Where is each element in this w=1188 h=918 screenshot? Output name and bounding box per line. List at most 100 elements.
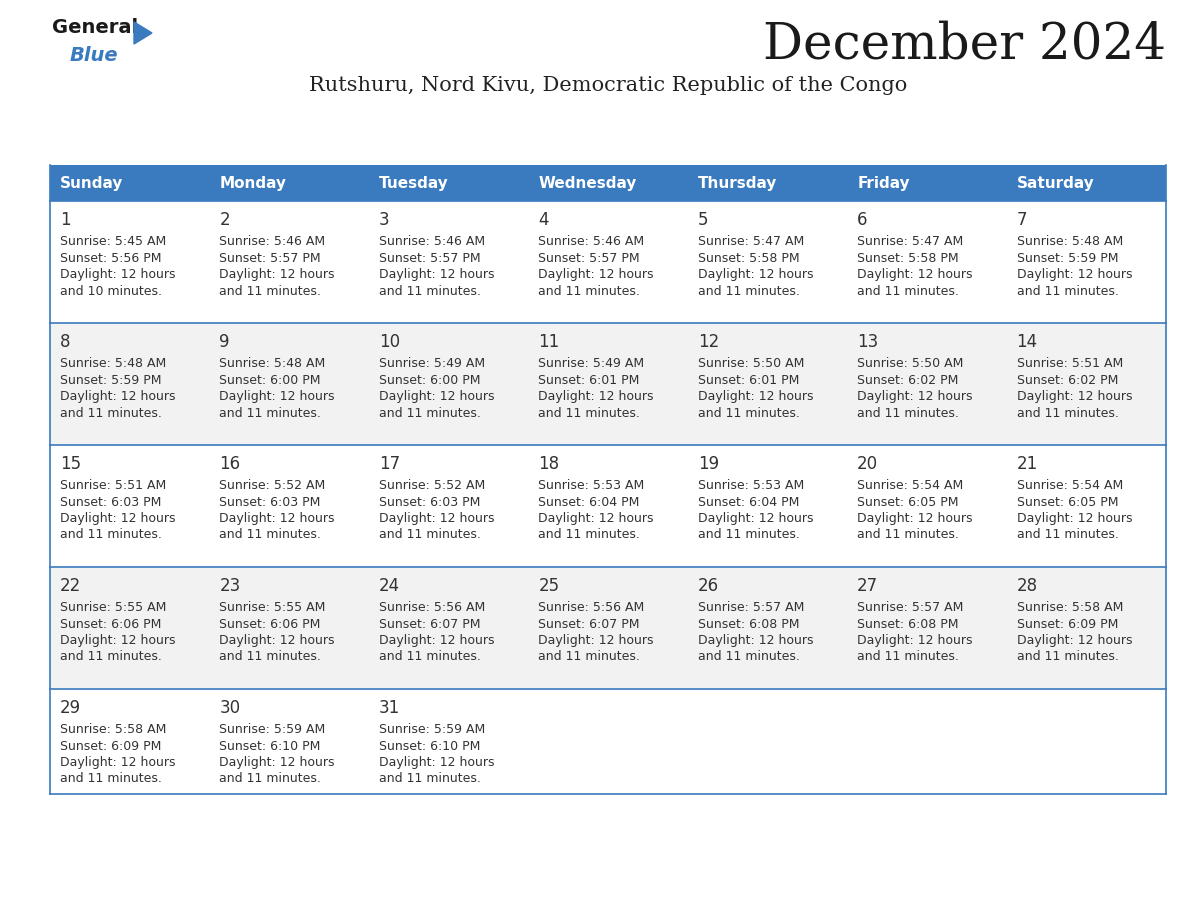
Text: Daylight: 12 hours: Daylight: 12 hours xyxy=(220,268,335,281)
Text: Sunrise: 5:57 AM: Sunrise: 5:57 AM xyxy=(697,601,804,614)
Text: Sunrise: 5:53 AM: Sunrise: 5:53 AM xyxy=(538,479,645,492)
Text: Sunrise: 5:46 AM: Sunrise: 5:46 AM xyxy=(379,235,485,248)
Bar xyxy=(50,165,209,201)
Bar xyxy=(529,165,688,201)
Text: Sunrise: 5:54 AM: Sunrise: 5:54 AM xyxy=(1017,479,1123,492)
Text: and 11 minutes.: and 11 minutes. xyxy=(220,285,321,297)
Bar xyxy=(209,689,368,794)
Text: and 11 minutes.: and 11 minutes. xyxy=(697,407,800,420)
Text: 15: 15 xyxy=(61,455,81,473)
Text: Sunset: 6:06 PM: Sunset: 6:06 PM xyxy=(61,618,162,631)
Text: Sunrise: 5:56 AM: Sunrise: 5:56 AM xyxy=(379,601,485,614)
Text: 28: 28 xyxy=(1017,577,1037,595)
Text: Sunrise: 5:57 AM: Sunrise: 5:57 AM xyxy=(858,601,963,614)
Text: and 11 minutes.: and 11 minutes. xyxy=(858,285,959,297)
Text: 23: 23 xyxy=(220,577,241,595)
Text: Sunset: 6:02 PM: Sunset: 6:02 PM xyxy=(1017,374,1118,386)
Bar xyxy=(209,567,368,689)
Bar xyxy=(1006,689,1165,794)
Text: Daylight: 12 hours: Daylight: 12 hours xyxy=(858,512,973,525)
Text: Sunset: 6:07 PM: Sunset: 6:07 PM xyxy=(538,618,640,631)
Text: Daylight: 12 hours: Daylight: 12 hours xyxy=(61,390,176,403)
Text: 9: 9 xyxy=(220,333,230,351)
Text: and 11 minutes.: and 11 minutes. xyxy=(1017,285,1118,297)
Text: Daylight: 12 hours: Daylight: 12 hours xyxy=(220,390,335,403)
Text: and 11 minutes.: and 11 minutes. xyxy=(697,529,800,542)
Bar xyxy=(529,689,688,794)
Text: Sunset: 5:59 PM: Sunset: 5:59 PM xyxy=(1017,252,1118,264)
Text: 21: 21 xyxy=(1017,455,1038,473)
Bar xyxy=(688,567,847,689)
Text: Sunrise: 5:55 AM: Sunrise: 5:55 AM xyxy=(61,601,166,614)
Text: Daylight: 12 hours: Daylight: 12 hours xyxy=(697,634,814,647)
Text: and 11 minutes.: and 11 minutes. xyxy=(379,651,481,664)
Text: Sunrise: 5:58 AM: Sunrise: 5:58 AM xyxy=(61,723,166,736)
Text: and 11 minutes.: and 11 minutes. xyxy=(858,529,959,542)
Text: Daylight: 12 hours: Daylight: 12 hours xyxy=(858,268,973,281)
Bar xyxy=(529,567,688,689)
Text: Sunrise: 5:51 AM: Sunrise: 5:51 AM xyxy=(1017,357,1123,370)
Text: 22: 22 xyxy=(61,577,81,595)
Text: 12: 12 xyxy=(697,333,719,351)
Bar xyxy=(209,201,368,323)
Bar xyxy=(847,323,1006,445)
Text: Sunset: 6:02 PM: Sunset: 6:02 PM xyxy=(858,374,959,386)
Text: 30: 30 xyxy=(220,699,240,717)
Text: Sunset: 6:04 PM: Sunset: 6:04 PM xyxy=(697,496,800,509)
Text: 1: 1 xyxy=(61,211,70,229)
Text: Daylight: 12 hours: Daylight: 12 hours xyxy=(61,634,176,647)
Text: Blue: Blue xyxy=(70,46,119,65)
Text: and 11 minutes.: and 11 minutes. xyxy=(220,407,321,420)
Text: Monday: Monday xyxy=(220,175,286,191)
Bar xyxy=(1006,567,1165,689)
Text: Daylight: 12 hours: Daylight: 12 hours xyxy=(538,634,653,647)
Text: Sunrise: 5:50 AM: Sunrise: 5:50 AM xyxy=(858,357,963,370)
Text: and 11 minutes.: and 11 minutes. xyxy=(538,529,640,542)
Text: Sunset: 5:57 PM: Sunset: 5:57 PM xyxy=(538,252,640,264)
Text: Sunset: 6:01 PM: Sunset: 6:01 PM xyxy=(697,374,800,386)
Bar xyxy=(50,201,209,323)
Text: Thursday: Thursday xyxy=(697,175,777,191)
Text: Sunset: 5:58 PM: Sunset: 5:58 PM xyxy=(697,252,800,264)
Text: Daylight: 12 hours: Daylight: 12 hours xyxy=(379,512,494,525)
Text: Daylight: 12 hours: Daylight: 12 hours xyxy=(1017,390,1132,403)
Bar xyxy=(368,567,529,689)
Text: 2: 2 xyxy=(220,211,230,229)
Text: Sunrise: 5:46 AM: Sunrise: 5:46 AM xyxy=(220,235,326,248)
Text: and 11 minutes.: and 11 minutes. xyxy=(697,651,800,664)
Text: 19: 19 xyxy=(697,455,719,473)
Bar xyxy=(688,445,847,567)
Text: and 11 minutes.: and 11 minutes. xyxy=(697,285,800,297)
Text: and 11 minutes.: and 11 minutes. xyxy=(1017,529,1118,542)
Text: Sunset: 5:58 PM: Sunset: 5:58 PM xyxy=(858,252,959,264)
Text: 11: 11 xyxy=(538,333,560,351)
Text: Sunrise: 5:59 AM: Sunrise: 5:59 AM xyxy=(379,723,485,736)
Text: Sunrise: 5:46 AM: Sunrise: 5:46 AM xyxy=(538,235,644,248)
Text: and 11 minutes.: and 11 minutes. xyxy=(220,773,321,786)
Text: Sunset: 6:10 PM: Sunset: 6:10 PM xyxy=(379,740,480,753)
Text: Sunrise: 5:58 AM: Sunrise: 5:58 AM xyxy=(1017,601,1123,614)
Text: 27: 27 xyxy=(858,577,878,595)
Bar xyxy=(529,323,688,445)
Text: Sunset: 6:01 PM: Sunset: 6:01 PM xyxy=(538,374,639,386)
Text: and 11 minutes.: and 11 minutes. xyxy=(858,651,959,664)
Text: 20: 20 xyxy=(858,455,878,473)
Text: 17: 17 xyxy=(379,455,400,473)
Text: Daylight: 12 hours: Daylight: 12 hours xyxy=(220,634,335,647)
Text: and 11 minutes.: and 11 minutes. xyxy=(61,529,162,542)
Text: and 11 minutes.: and 11 minutes. xyxy=(61,651,162,664)
Text: and 11 minutes.: and 11 minutes. xyxy=(220,529,321,542)
Text: Daylight: 12 hours: Daylight: 12 hours xyxy=(379,390,494,403)
Text: Sunset: 6:03 PM: Sunset: 6:03 PM xyxy=(220,496,321,509)
Bar xyxy=(688,323,847,445)
Text: Sunrise: 5:48 AM: Sunrise: 5:48 AM xyxy=(61,357,166,370)
Text: 13: 13 xyxy=(858,333,878,351)
Text: Sunday: Sunday xyxy=(61,175,124,191)
Bar xyxy=(209,165,368,201)
Text: 10: 10 xyxy=(379,333,400,351)
Text: Daylight: 12 hours: Daylight: 12 hours xyxy=(379,268,494,281)
Bar xyxy=(847,445,1006,567)
Text: Sunset: 5:57 PM: Sunset: 5:57 PM xyxy=(220,252,321,264)
Text: Sunrise: 5:49 AM: Sunrise: 5:49 AM xyxy=(379,357,485,370)
Text: Sunset: 6:04 PM: Sunset: 6:04 PM xyxy=(538,496,639,509)
